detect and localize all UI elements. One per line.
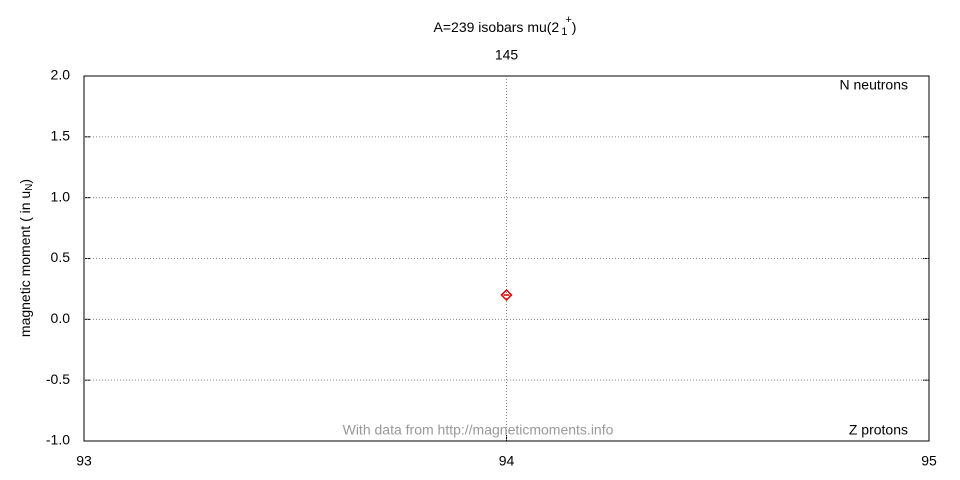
ylabel-sub: N: [24, 184, 35, 191]
title-sub: 1: [561, 26, 567, 38]
chart-title: A=239 isobars mu(2 1+): [434, 14, 577, 38]
x-axis-label: Z protons: [849, 422, 908, 438]
x2-tick-label: 145: [495, 47, 519, 63]
title-end: ): [572, 19, 577, 35]
title-main: A=239 isobars mu(2: [434, 19, 560, 35]
watermark: With data from http://magneticmoments.in…: [343, 422, 614, 438]
point: [500, 288, 513, 302]
y-tick-label: -0.5: [46, 371, 70, 387]
title-sup: +: [565, 14, 571, 26]
y-tick-label: -1.0: [46, 432, 70, 448]
x-tick-label: 93: [76, 453, 92, 469]
y-tick-label: 1.0: [51, 188, 71, 204]
x-tick-label: 94: [499, 453, 515, 469]
y-tick-label: 2.0: [51, 67, 71, 83]
x-tick-label: 95: [921, 453, 937, 469]
y-tick-label: 1.5: [51, 128, 71, 144]
y-axis-label: magnetic moment ( in uN): [17, 179, 35, 337]
y-tick-label: 0.0: [51, 310, 71, 326]
ylabel-end: ): [17, 179, 33, 184]
y-tick-label: 0.5: [51, 249, 71, 265]
x2-axis-label: N neutrons: [840, 77, 908, 93]
ylabel-main: magnetic moment ( in u: [17, 191, 33, 337]
